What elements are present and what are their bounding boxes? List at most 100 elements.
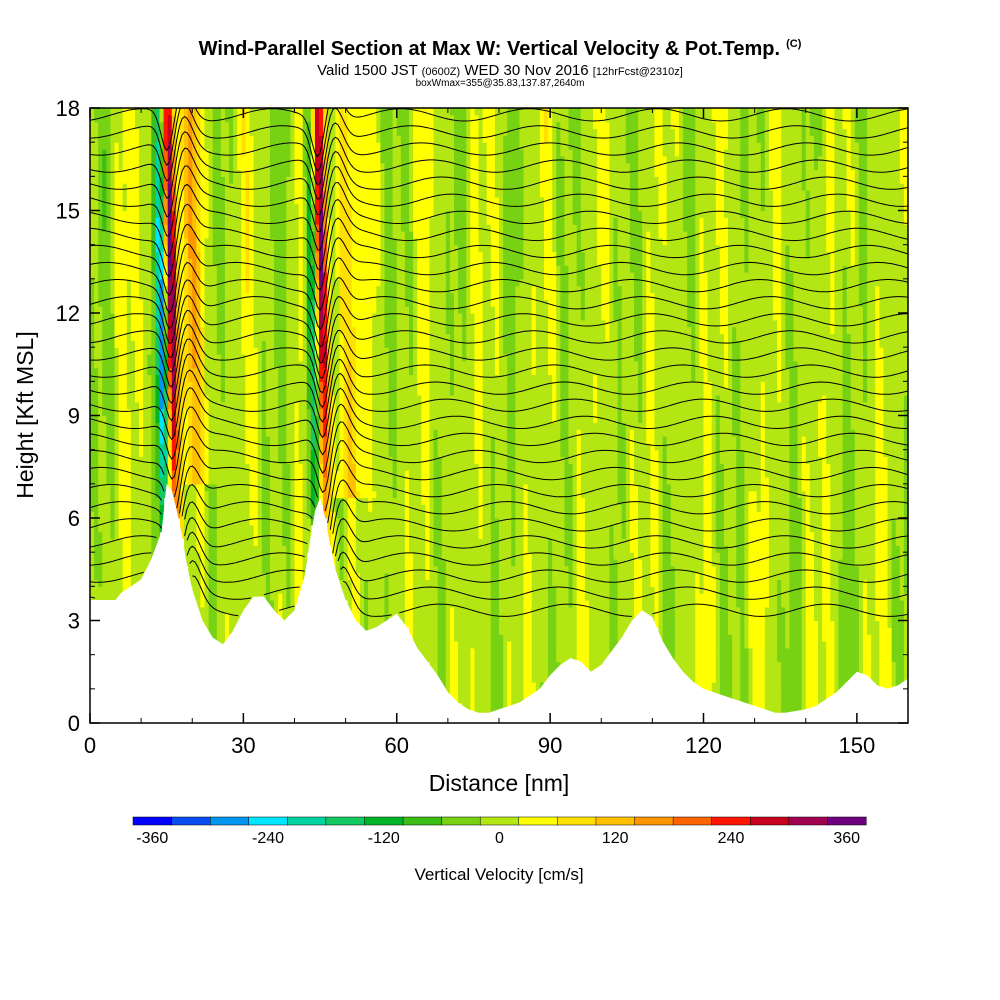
velocity-cell xyxy=(94,408,99,417)
velocity-cell xyxy=(274,210,279,218)
velocity-cell xyxy=(114,333,120,341)
velocity-cell xyxy=(179,190,185,198)
velocity-cell xyxy=(359,333,365,341)
velocity-cell xyxy=(220,360,226,369)
velocity-cell xyxy=(220,477,226,485)
velocity-cell xyxy=(159,395,165,403)
velocity-cell xyxy=(196,408,202,417)
velocity-cell xyxy=(196,354,202,362)
velocity-cell xyxy=(118,367,124,376)
velocity-cell xyxy=(110,224,116,232)
velocity-cell xyxy=(188,190,193,198)
velocity-cell xyxy=(114,237,120,246)
velocity-cell xyxy=(171,258,177,266)
velocity-cell xyxy=(298,231,304,239)
velocity-cell xyxy=(237,108,242,116)
velocity-cell xyxy=(302,429,308,437)
velocity-cell xyxy=(204,360,210,369)
velocity-cell xyxy=(151,395,157,403)
velocity-cell xyxy=(143,442,148,451)
velocity-cell xyxy=(163,442,169,451)
velocity-cell xyxy=(143,278,148,287)
velocity-cell xyxy=(282,162,287,171)
velocity-cell xyxy=(245,463,251,471)
velocity-cell xyxy=(274,319,279,328)
velocity-cell xyxy=(237,190,242,198)
velocity-cell xyxy=(220,272,226,280)
velocity-cell xyxy=(122,477,128,485)
velocity-cell xyxy=(364,196,369,205)
velocity-cell xyxy=(171,456,177,464)
velocity-cell xyxy=(143,429,148,437)
velocity-cell xyxy=(368,217,373,225)
velocity-cell xyxy=(114,326,120,335)
velocity-cell xyxy=(204,422,210,430)
velocity-cell xyxy=(134,531,140,540)
velocity-cell xyxy=(274,586,279,594)
velocity-cell xyxy=(110,319,116,328)
velocity-cell xyxy=(286,231,292,239)
velocity-cell xyxy=(151,169,157,177)
velocity-cell xyxy=(274,183,279,191)
velocity-cell xyxy=(323,497,328,505)
velocity-cell xyxy=(159,292,165,300)
velocity-cell xyxy=(159,388,165,396)
velocity-cell xyxy=(327,354,332,362)
velocity-cell xyxy=(147,149,152,157)
velocity-cell xyxy=(237,210,242,218)
velocity-cell xyxy=(130,155,136,164)
velocity-cell xyxy=(98,155,103,164)
velocity-cell xyxy=(212,538,218,546)
velocity-cell xyxy=(208,190,214,198)
velocity-cell xyxy=(212,531,218,540)
velocity-cell xyxy=(159,456,165,464)
velocity-cell xyxy=(220,203,226,212)
velocity-cell xyxy=(147,142,152,150)
velocity-cell xyxy=(184,518,189,526)
velocity-cell xyxy=(233,613,238,622)
velocity-cell xyxy=(151,456,157,464)
velocity-cell xyxy=(343,552,349,560)
velocity-cell xyxy=(224,128,230,136)
velocity-cell xyxy=(98,579,103,587)
velocity-cell xyxy=(261,374,267,382)
velocity-cell xyxy=(126,244,132,253)
velocity-cell xyxy=(319,408,324,417)
velocity-cell xyxy=(302,183,308,191)
velocity-cell xyxy=(265,149,271,157)
velocity-cell xyxy=(339,490,345,499)
velocity-cell xyxy=(245,162,251,171)
velocity-cell xyxy=(110,169,116,177)
velocity-cell xyxy=(364,155,369,164)
velocity-cell xyxy=(339,504,345,512)
velocity-cell xyxy=(269,155,275,164)
velocity-cell xyxy=(261,483,267,492)
velocity-cell xyxy=(114,190,120,198)
velocity-cell xyxy=(114,531,120,540)
velocity-cell xyxy=(220,497,226,505)
velocity-cell xyxy=(118,381,124,389)
velocity-cell xyxy=(130,217,136,225)
velocity-cell xyxy=(286,463,292,471)
velocity-cell xyxy=(327,381,332,389)
velocity-cell xyxy=(94,183,99,191)
velocity-cell xyxy=(106,463,112,471)
velocity-cell xyxy=(359,285,365,294)
velocity-cell xyxy=(167,217,173,225)
velocity-cell xyxy=(220,593,226,601)
velocity-cell xyxy=(224,354,230,362)
velocity-cell xyxy=(106,313,112,321)
chart-title-text: Wind-Parallel Section at Max W: Vertical… xyxy=(198,38,781,60)
velocity-cell xyxy=(294,401,300,410)
velocity-cell xyxy=(192,524,197,533)
velocity-cell xyxy=(282,169,287,177)
velocity-cell xyxy=(298,114,304,123)
velocity-cell xyxy=(359,463,365,471)
velocity-cell xyxy=(245,559,251,567)
velocity-cell xyxy=(298,135,304,143)
velocity-cell xyxy=(331,142,336,150)
velocity-cell xyxy=(208,258,214,266)
velocity-cell xyxy=(90,490,95,499)
velocity-cell xyxy=(306,278,312,287)
velocity-cell xyxy=(347,176,353,184)
